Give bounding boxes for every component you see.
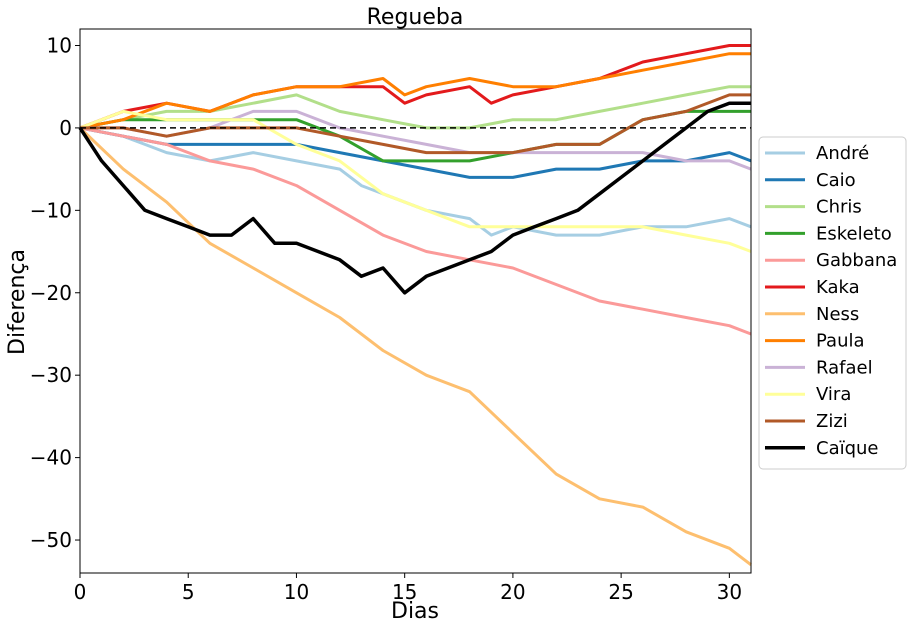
- x-tick-label: 20: [500, 580, 525, 604]
- legend-box: [758, 136, 907, 470]
- x-axis-ticks: 0 5 10 15 20 25 30: [74, 573, 742, 604]
- series-line-chris: [79, 85, 751, 130]
- x-axis-label: Dias: [391, 599, 439, 624]
- legend-label-andre: André: [816, 143, 869, 164]
- plot-frame: [79, 28, 752, 574]
- legend-label-chris: Chris: [816, 197, 862, 218]
- x-tick-label: 10: [284, 580, 309, 604]
- legend-label-rafael: Rafael: [816, 357, 873, 378]
- x-tick-label: 15: [392, 580, 417, 604]
- legend: André Caio Chris Eskeleto Gabbana Kaka Ness Pau…: [758, 136, 907, 470]
- y-tick-label: −20: [30, 281, 72, 305]
- x-tick-label: 30: [717, 580, 742, 604]
- legend-label-vira: Vira: [816, 384, 851, 405]
- series-line-paula: [79, 52, 751, 130]
- y-tick-label: 10: [47, 33, 72, 57]
- series-line-kaka: [79, 44, 751, 130]
- legend-label-eskeleto: Eskeleto: [816, 223, 892, 244]
- series-line-ness: [78, 126, 752, 566]
- series-line-caique: [78, 101, 751, 295]
- series-line-vira: [79, 109, 752, 253]
- y-tick-label: −50: [30, 528, 72, 552]
- y-axis-ticks: 10 0 −10 −20 −30 −40 −50: [30, 33, 80, 552]
- legend-label-caique: Caïque: [816, 438, 879, 459]
- x-tick-label: 5: [182, 580, 195, 604]
- series-line-caio: [79, 126, 752, 179]
- y-tick-label: −10: [30, 198, 72, 222]
- y-tick-label: −40: [30, 446, 72, 470]
- chart-title: Regueba: [367, 5, 464, 30]
- legend-label-caio: Caio: [816, 170, 856, 191]
- x-tick-label: 0: [74, 580, 87, 604]
- series-line-gabbana: [79, 126, 752, 336]
- series-line-zizi: [80, 93, 751, 155]
- legend-label-kaka: Kaka: [816, 277, 860, 298]
- legend-label-gabbana: Gabbana: [816, 250, 897, 271]
- x-tick-label: 25: [608, 580, 633, 604]
- legend-label-paula: Paula: [816, 331, 865, 352]
- y-axis-label: Diferença: [5, 249, 30, 355]
- legend-label-ness: Ness: [816, 304, 859, 325]
- y-tick-label: −30: [30, 363, 72, 387]
- y-tick-label: 0: [59, 116, 72, 140]
- legend-label-zizi: Zizi: [816, 411, 848, 432]
- plot-lines: [78, 44, 752, 566]
